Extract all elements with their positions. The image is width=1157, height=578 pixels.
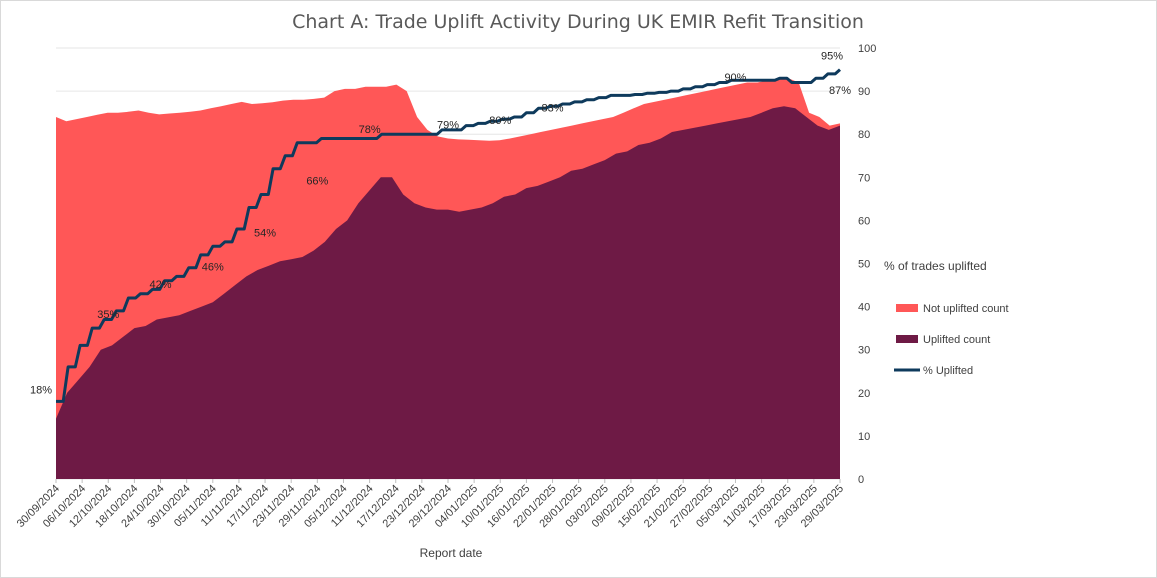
legend-label: Uplifted count bbox=[923, 334, 990, 346]
right-tick-label: 30 bbox=[858, 345, 870, 357]
right-tick-label: 60 bbox=[858, 215, 870, 227]
data-label: 42% bbox=[150, 279, 172, 291]
data-label: 35% bbox=[97, 309, 119, 321]
data-label: 46% bbox=[202, 262, 224, 274]
data-label: 95% bbox=[821, 51, 843, 63]
data-label: 18% bbox=[30, 384, 52, 396]
right-tick-label: 50 bbox=[858, 259, 870, 271]
x-axis-ticks: 30/09/202406/10/202412/10/202418/10/2024… bbox=[15, 479, 846, 530]
plot-area bbox=[56, 47, 842, 480]
data-label: 83% bbox=[542, 102, 564, 114]
legend-label: % Uplifted bbox=[923, 365, 973, 377]
right-tick-label: 90 bbox=[858, 86, 870, 98]
uplifted-area bbox=[56, 106, 840, 479]
legend-swatch bbox=[896, 335, 918, 343]
right-tick-label: 80 bbox=[858, 129, 870, 141]
legend-swatch bbox=[896, 304, 918, 312]
right-tick-label: 70 bbox=[858, 172, 870, 184]
data-label: 80% bbox=[489, 115, 511, 127]
x-axis-label: Report date bbox=[420, 546, 483, 560]
right-tick-label: 20 bbox=[858, 388, 870, 400]
data-label: 54% bbox=[254, 227, 276, 239]
legend: Not uplifted count Uplifted count % Uplift… bbox=[894, 303, 1009, 377]
pct-uplifted-line bbox=[56, 68, 842, 403]
right-tick-label: 0 bbox=[858, 474, 864, 486]
right-tick-label: 40 bbox=[858, 302, 870, 314]
data-label: 78% bbox=[359, 124, 381, 136]
data-label: 90% bbox=[724, 72, 746, 84]
legend-label: Not uplifted count bbox=[923, 303, 1009, 315]
data-label: 79% bbox=[437, 120, 459, 132]
right-tick-label: 10 bbox=[858, 431, 870, 443]
data-label: 87% bbox=[829, 85, 851, 97]
data-label: 66% bbox=[306, 176, 328, 188]
right-tick-label: 100 bbox=[858, 43, 876, 55]
chart-title: Chart A: Trade Uplift Activity During UK… bbox=[292, 11, 864, 33]
right-axis-label: % of trades uplifted bbox=[884, 259, 987, 273]
right-axis-ticks: 0 10 20 30 40 50 60 70 80 90 100 bbox=[858, 43, 876, 486]
data-labels: 18% 35% 42% 46% 54% 66% 78% 79% 80% 83% 87% 90% 95% bbox=[30, 51, 851, 397]
